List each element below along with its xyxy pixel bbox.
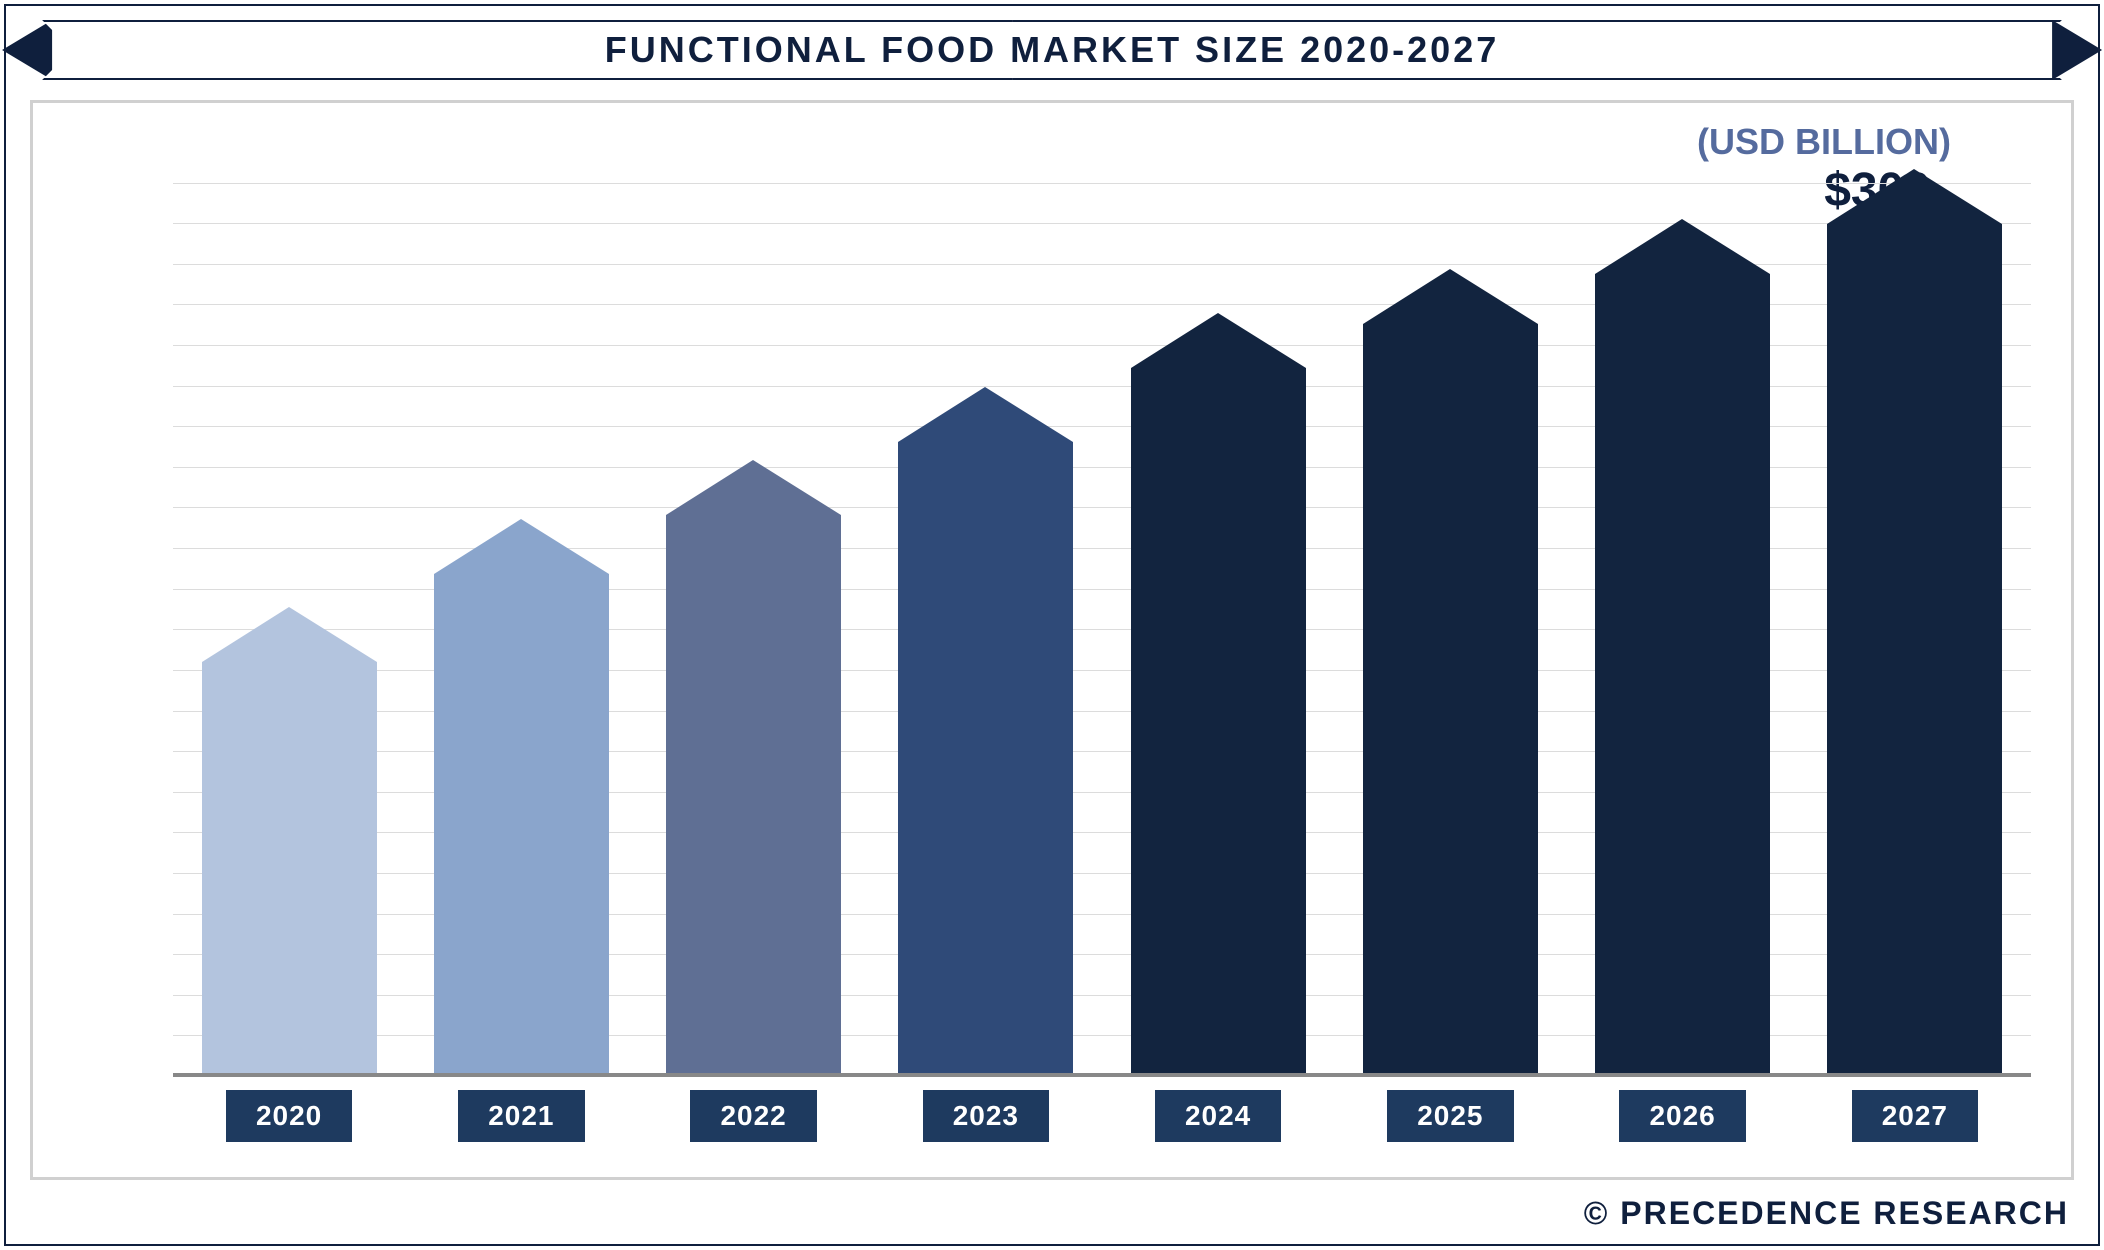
bar-body [666,515,841,1077]
bar-body [898,442,1073,1077]
bar-body [1363,324,1538,1077]
bar-body [434,574,609,1077]
x-label-2021: 2021 [458,1090,584,1142]
x-label-2027: 2027 [1852,1090,1978,1142]
bar-2025 [1340,324,1560,1077]
bar-2024 [1108,368,1328,1077]
x-label-2024: 2024 [1155,1090,1281,1142]
bars-container [173,143,2031,1077]
arrow-bar [202,662,377,1077]
arrow-head [1131,313,1306,368]
arrow-bar [666,515,841,1077]
baseline [173,1073,2031,1077]
arrow-head [1363,269,1538,324]
arrow-bar [1363,324,1538,1077]
bar-body [202,662,377,1077]
x-label-2020: 2020 [226,1090,352,1142]
arrow-head [666,460,841,515]
arrow-head [434,519,609,574]
x-label-2022: 2022 [690,1090,816,1142]
arrow-bar [434,574,609,1077]
chart-title: FUNCTIONAL FOOD MARKET SIZE 2020-2027 [605,29,1499,71]
arrow-head [1827,169,2002,224]
arrow-head [202,607,377,662]
arrow-bar [1827,224,2002,1077]
bar-2023 [876,442,1096,1077]
arrow-head [898,387,1073,442]
bar-2026 [1573,274,1793,1077]
banner-corner-left [2,20,52,80]
x-axis-labels: 2020 2021 2022 2023 2024 2025 2026 2027 [173,1090,2031,1142]
bar-2022 [644,515,864,1077]
bar-body [1827,224,2002,1077]
chart-plot-area [173,143,2031,1077]
chart-frame: (USD BILLION) $309 202020212022202320242… [30,100,2074,1180]
bar-body [1595,274,1770,1077]
banner-corner-right [2052,20,2102,80]
copyright-text: © PRECEDENCE RESEARCH [1584,1195,2069,1232]
arrow-bar [898,442,1073,1077]
title-banner: FUNCTIONAL FOOD MARKET SIZE 2020-2027 [42,20,2062,80]
arrow-head [1595,219,1770,274]
arrow-bar [1131,368,1306,1077]
x-label-2023: 2023 [923,1090,1049,1142]
arrow-bar [1595,274,1770,1077]
bar-2020 [179,662,399,1077]
bar-2021 [411,574,631,1077]
x-label-2026: 2026 [1619,1090,1745,1142]
bar-body [1131,368,1306,1077]
bar-2027 [1805,224,2025,1077]
x-label-2025: 2025 [1387,1090,1513,1142]
